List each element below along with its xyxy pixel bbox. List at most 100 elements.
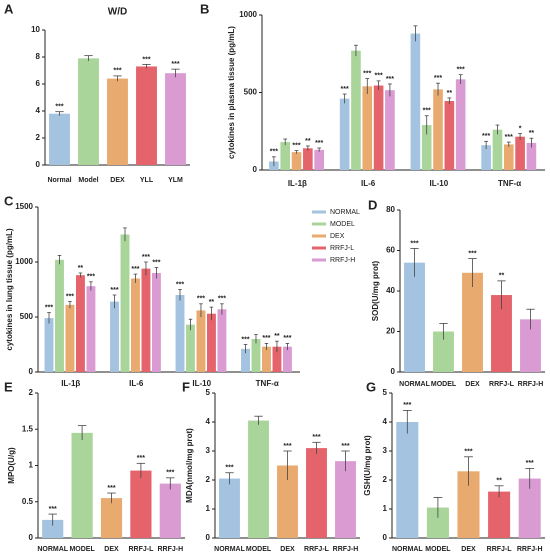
y-tick-label: 5 [206,388,211,397]
significance: *** [341,443,349,450]
bar [503,144,514,170]
bar [462,272,483,372]
significance: *** [166,470,174,477]
bar [339,98,350,170]
bar [335,461,356,538]
bar [488,491,511,538]
y-tick-label: 0 [36,160,41,169]
bar [42,519,64,538]
significance: * [519,125,522,132]
bar [175,295,185,372]
y-tick-label: 80 [386,205,395,214]
y-axis-label: cytokines in lung tissue (pg/mL) [5,228,14,351]
x-tick-label: MODEL [246,546,272,553]
significance: ** [529,130,535,137]
y-axis-label: cytokines in plasma tissue (pg/mL) [227,26,236,159]
significance: *** [87,274,95,281]
y-tick-label: 500 [244,88,258,97]
legend-swatch [312,246,326,250]
significance: *** [283,335,291,342]
y-axis-label: GSH(U/mg prot) [363,435,372,496]
y-tick-label: 4 [36,106,41,115]
bar [141,268,151,372]
bar [396,422,419,538]
bar [262,346,271,372]
y-axis-label: MDA(nmol/mg prot) [185,428,194,503]
significance: *** [171,61,179,68]
legend-label: RRFJ-H [330,257,355,264]
bar [131,278,140,372]
panel-label: G [366,379,376,394]
x-tick-label: IL-1β [61,379,80,388]
bar [251,339,261,372]
bar [136,66,157,165]
significance: *** [292,142,300,149]
legend-swatch [312,258,326,262]
bar [410,33,421,170]
chart-title: W/D [108,7,127,18]
bar [65,304,75,372]
y-tick-label: 3 [383,446,388,455]
bar [44,318,54,372]
y-tick-label: 1 [383,504,388,513]
bar [491,295,512,372]
significance: *** [482,133,490,140]
x-tick-label: IL-10 [430,179,449,188]
bar [78,58,99,165]
y-tick-label: 0 [391,367,396,376]
significance: *** [468,250,476,257]
bar [433,89,443,170]
significance: *** [131,266,139,273]
bar [107,78,128,165]
x-tick-label: DEX [461,546,476,553]
significance: *** [152,259,160,266]
bar [130,470,152,538]
y-tick-label: 0 [206,533,211,542]
y-tick-label: 2 [383,475,388,484]
bar [520,319,541,372]
bar [426,507,449,538]
significance: *** [270,149,278,156]
bar [71,432,93,538]
y-tick-label: 0 [253,165,258,174]
x-tick-label: IL-10 [192,379,211,388]
y-tick-label: 2 [36,133,41,142]
bar [373,85,384,170]
y-tick-label: 10 [31,25,40,34]
bar [303,148,313,170]
significance: *** [225,465,233,472]
y-tick-label: 2 [206,475,211,484]
panel-label: B [200,1,209,16]
significance: *** [341,86,349,93]
bar [362,86,373,170]
significance: *** [386,76,394,83]
x-tick-label: IL-1β [288,179,307,188]
x-tick-label: MODEL [69,546,95,553]
x-tick-label: YLL [140,177,154,184]
x-tick-label: RRFJ-H [333,546,359,553]
y-tick-label: 0 [29,367,34,376]
significance: ** [78,265,84,272]
y-axis-label: MPO(U/g) [7,447,16,484]
y-tick-label: 0 [383,533,388,542]
panel-label: E [4,379,13,394]
bar [492,129,503,170]
x-tick-label: DEX [465,381,480,388]
bar [314,149,324,170]
x-tick-label: RRFJ-L [487,546,513,553]
y-tick-label: 3 [206,446,211,455]
significance: *** [110,287,118,294]
significance: *** [526,460,534,467]
bar [306,448,327,538]
significance: *** [197,296,205,303]
panel-label: D [368,197,377,212]
legend-label: MODEL [330,221,355,228]
bar [515,136,525,170]
legend-swatch [312,234,326,238]
x-tick-label: MODEL [431,381,457,388]
y-tick-label: 1 [206,504,211,513]
bar [433,331,454,372]
bar [455,79,466,170]
legend-label: DEX [330,233,345,240]
